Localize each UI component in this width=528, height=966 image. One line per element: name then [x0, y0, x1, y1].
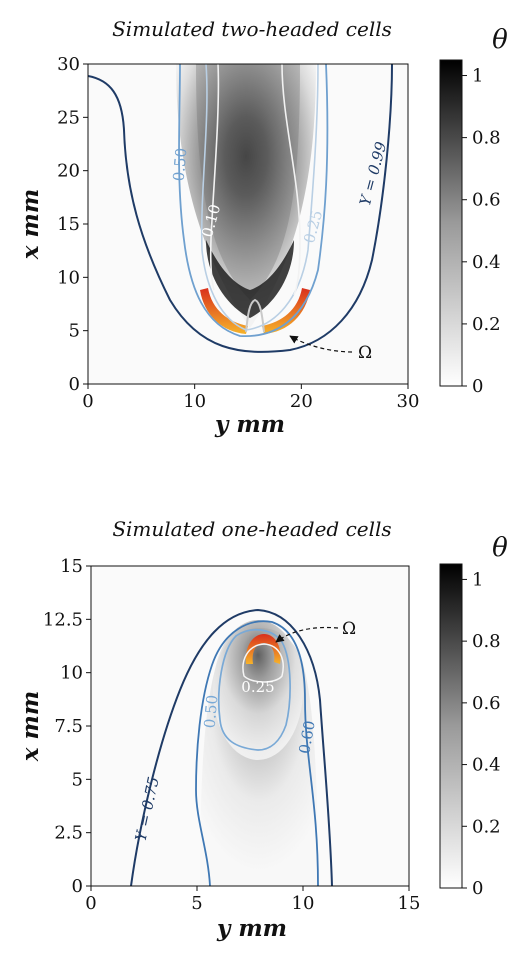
x-tick-label: 20: [290, 391, 313, 412]
y-tick-label: 20: [57, 161, 80, 182]
colorbar-tick-label: 1: [472, 569, 483, 590]
colorbar: [439, 563, 463, 889]
x-tick-label: 10: [292, 893, 315, 914]
y-tick-label: 5: [72, 769, 83, 790]
omega-flame-right: [262, 288, 310, 334]
contour-y075: [130, 608, 333, 886]
colorbar-tick-label: 0.2: [472, 816, 501, 837]
contour-025: [200, 64, 319, 331]
colorbar-tick-label: 0.8: [472, 631, 501, 652]
y-tick-label: 0: [69, 374, 80, 395]
contour-label-060: 0.60: [295, 719, 319, 755]
contour-025: [242, 643, 284, 683]
x-tick-label: 5: [191, 893, 202, 914]
x-tick-label: 10: [183, 391, 206, 412]
omega-label: Ω: [358, 343, 372, 363]
colorbar-tick-label: 0.8: [472, 128, 501, 149]
y-axis-label: x mm: [17, 691, 44, 762]
colorbar-label: θ: [492, 25, 508, 55]
y-tick-label: 25: [57, 107, 80, 128]
contour-label-050: 0.50: [201, 694, 222, 729]
axis-ticks: 0 5 10 15 0 2.5 5 7.5 10 12.5 15: [43, 556, 421, 914]
colorbar-tick-label: 0.4: [472, 252, 501, 273]
omega-arrow: [275, 626, 339, 643]
omega-label: Ω: [342, 619, 356, 639]
panel-two-headed: Simulated two-headed cells 0.50 0.10 0.2…: [17, 17, 508, 438]
y-tick-label: 7.5: [54, 716, 83, 737]
x-axis-label: y mm: [216, 915, 287, 942]
colorbar-tick-label: 0: [472, 878, 483, 899]
y-tick-label: 10: [57, 267, 80, 288]
colorbar-ticks: 0 0.2 0.4 0.6 0.8 1: [462, 569, 501, 899]
contour-050: [178, 64, 329, 337]
y-tick-label: 12.5: [43, 609, 83, 630]
colorbar-tick-label: 0.2: [472, 314, 501, 335]
colorbar: [439, 59, 463, 387]
colorbar-tick-label: 0.6: [472, 190, 501, 211]
y-tick-label: 10: [60, 663, 83, 684]
y-tick-label: 5: [69, 321, 80, 342]
y-tick-label: 0: [72, 876, 83, 897]
heatmap-field: [91, 566, 409, 886]
chart-title: Simulated two-headed cells: [112, 17, 392, 41]
y-tick-label: 15: [60, 556, 83, 577]
colorbar-tick-label: 0.6: [472, 693, 501, 714]
contour-010-right: [281, 64, 301, 296]
omega-flame: [245, 634, 281, 664]
x-tick-label: 30: [397, 391, 420, 412]
contour-010-left: [209, 64, 220, 291]
x-axis-label: y mm: [214, 411, 285, 438]
contour-y099: [88, 64, 393, 353]
chart-title: Simulated one-headed cells: [112, 517, 391, 541]
heatmap-field: [88, 64, 408, 384]
omega-flame-left: [200, 288, 248, 334]
x-tick-label: 15: [398, 893, 421, 914]
colorbar-ticks: 0 0.2 0.4 0.6 0.8 1: [462, 66, 501, 397]
colorbar-tick-label: 0: [472, 376, 483, 397]
colorbar-tick-label: 1: [472, 66, 483, 87]
colorbar-label: θ: [492, 533, 508, 563]
contour-060: [195, 620, 319, 886]
y-tick-label: 30: [57, 54, 80, 75]
y-axis-label: x mm: [17, 189, 44, 260]
y-tick-label: 15: [57, 214, 80, 235]
contour-label-050: 0.50: [170, 147, 191, 182]
omega-arrow: [289, 335, 353, 353]
x-tick-label: 0: [82, 391, 93, 412]
panel-one-headed: Simulated one-headed cells 0.25 0.50 0.6…: [17, 517, 508, 942]
axis-ticks: 0 10 20 30 0 5 10 15 20 25 30: [57, 54, 419, 412]
contour-label-025: 0.25: [241, 678, 274, 696]
contour-050: [217, 628, 291, 751]
y-tick-label: 2.5: [54, 823, 83, 844]
colorbar-tick-label: 0.4: [472, 755, 501, 776]
x-tick-label: 0: [85, 893, 96, 914]
